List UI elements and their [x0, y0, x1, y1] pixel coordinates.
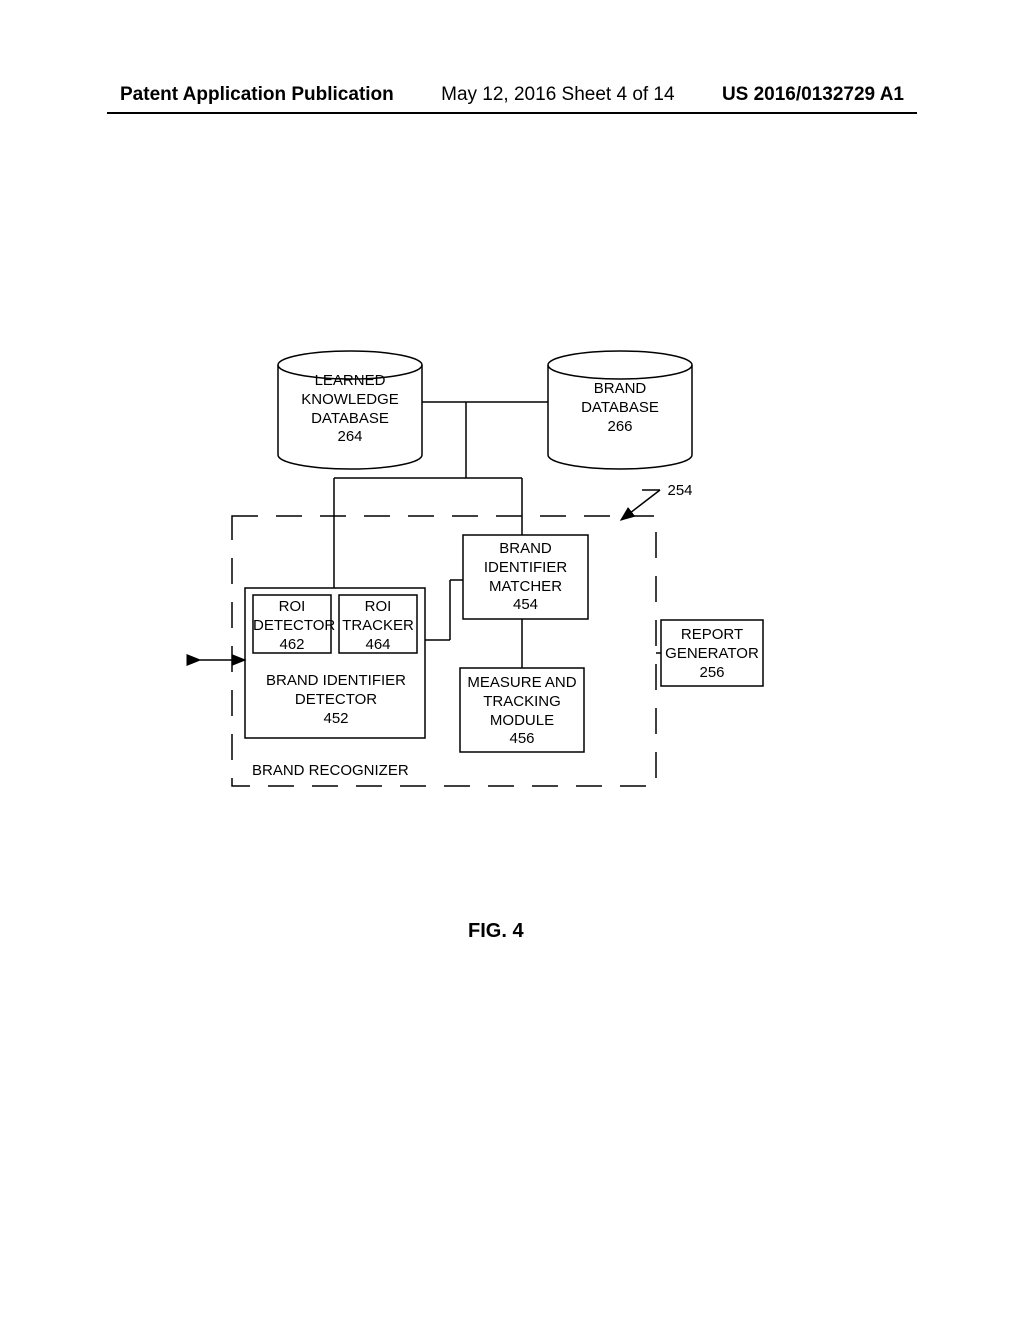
- ref-254: 254: [660, 482, 700, 501]
- report-gen-label: REPORT GENERATOR 256: [661, 626, 763, 682]
- diagram-canvas: [0, 0, 1024, 1320]
- brand-id-detector-label: BRAND IDENTIFIER DETECTOR 452: [246, 672, 426, 728]
- brand-recognizer-label: BRAND RECOGNIZER: [246, 762, 426, 781]
- figure-label: FIG. 4: [468, 920, 524, 943]
- roi-tracker-label: ROI TRACKER 464: [339, 598, 417, 654]
- brand-matcher-label: BRAND IDENTIFIER MATCHER 454: [463, 540, 588, 615]
- roi-detector-label: ROI DETECTOR 462: [253, 598, 331, 654]
- brand-db-label: BRAND DATABASE 266: [570, 380, 670, 436]
- learned-db-label: LEARNED KNOWLEDGE DATABASE 264: [300, 372, 400, 447]
- measure-tracking-label: MEASURE AND TRACKING MODULE 456: [460, 674, 584, 749]
